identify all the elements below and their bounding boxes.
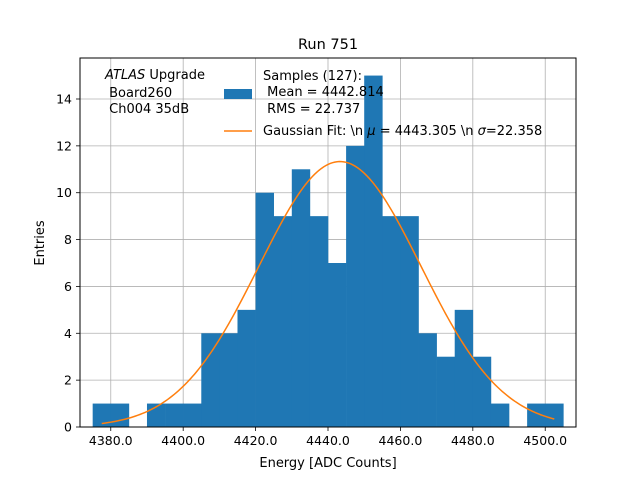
histogram-bar xyxy=(183,403,202,427)
atlas-annotation-line2: Board260 xyxy=(105,86,172,101)
atlas-label: ATLAS xyxy=(104,68,145,83)
x-tick-label: 4480.0 xyxy=(451,433,495,448)
x-tick-label: 4420.0 xyxy=(234,433,278,448)
histogram-bar xyxy=(346,145,365,427)
histogram-bar xyxy=(219,333,238,427)
histogram-bar xyxy=(418,333,437,427)
legend-histogram-line1: Samples (127): xyxy=(263,69,362,84)
histogram-bar xyxy=(364,75,383,428)
y-axis-ticks: 0 2 4 6 8 10 12 14 xyxy=(56,92,80,435)
atlas-annotation-line3: Ch004 35dB xyxy=(105,102,189,117)
legend-histogram-swatch xyxy=(224,89,252,99)
histogram-bar xyxy=(255,192,274,427)
histogram-bar xyxy=(436,356,456,427)
x-tick-label: 4440.0 xyxy=(306,433,350,448)
histogram-bar xyxy=(237,309,256,427)
histogram-bars xyxy=(92,75,564,428)
histogram-bar xyxy=(328,263,347,427)
x-axis-ticks: 4380.0 4400.0 4420.0 4440.0 4460.0 4480.0 4500… xyxy=(89,427,567,448)
legend-fit-label: Gaussian Fit: \n μ = 4443.305 \n σ=22.35… xyxy=(263,124,542,139)
y-tick-label: 0 xyxy=(64,420,72,435)
y-axis-label: Entries xyxy=(33,220,48,266)
histogram-bar xyxy=(400,216,419,427)
y-tick-label: 2 xyxy=(64,373,72,388)
y-tick-label: 10 xyxy=(56,185,72,200)
atlas-annotation-line1: ATLAS Upgrade xyxy=(104,68,205,83)
legend: Samples (127): Mean = 4442.814 RMS = 22.… xyxy=(224,69,542,139)
x-axis-label: Energy [ADC Counts] xyxy=(259,456,396,471)
histogram-bar xyxy=(291,169,311,428)
y-tick-label: 4 xyxy=(64,326,72,341)
histogram-bar xyxy=(201,333,220,427)
upgrade-label: Upgrade xyxy=(145,68,205,83)
y-tick-label: 14 xyxy=(56,92,72,107)
histogram-bar xyxy=(545,403,564,427)
y-tick-label: 12 xyxy=(56,138,72,153)
x-tick-label: 4400.0 xyxy=(161,433,205,448)
gaussian-fit-line xyxy=(101,160,555,425)
x-tick-label: 4500.0 xyxy=(523,433,567,448)
x-tick-label: 4460.0 xyxy=(379,433,423,448)
histogram-bar xyxy=(273,216,293,427)
histogram-bar xyxy=(110,403,130,427)
histogram-bar xyxy=(382,216,401,427)
y-tick-label: 8 xyxy=(64,232,72,247)
legend-histogram-line2: Mean = 4442.814 xyxy=(263,85,384,100)
histogram-bar xyxy=(165,403,184,427)
histogram-bar xyxy=(309,216,329,427)
histogram-bar xyxy=(92,403,112,427)
histogram-bar xyxy=(472,356,492,427)
histogram-bar xyxy=(454,309,474,427)
histogram-bar xyxy=(490,403,510,427)
histogram-bar xyxy=(527,403,546,427)
chart-title: Run 751 xyxy=(298,37,358,53)
y-tick-label: 6 xyxy=(64,279,72,294)
x-tick-label: 4380.0 xyxy=(89,433,133,448)
legend-histogram-line3: RMS = 22.737 xyxy=(263,102,360,117)
